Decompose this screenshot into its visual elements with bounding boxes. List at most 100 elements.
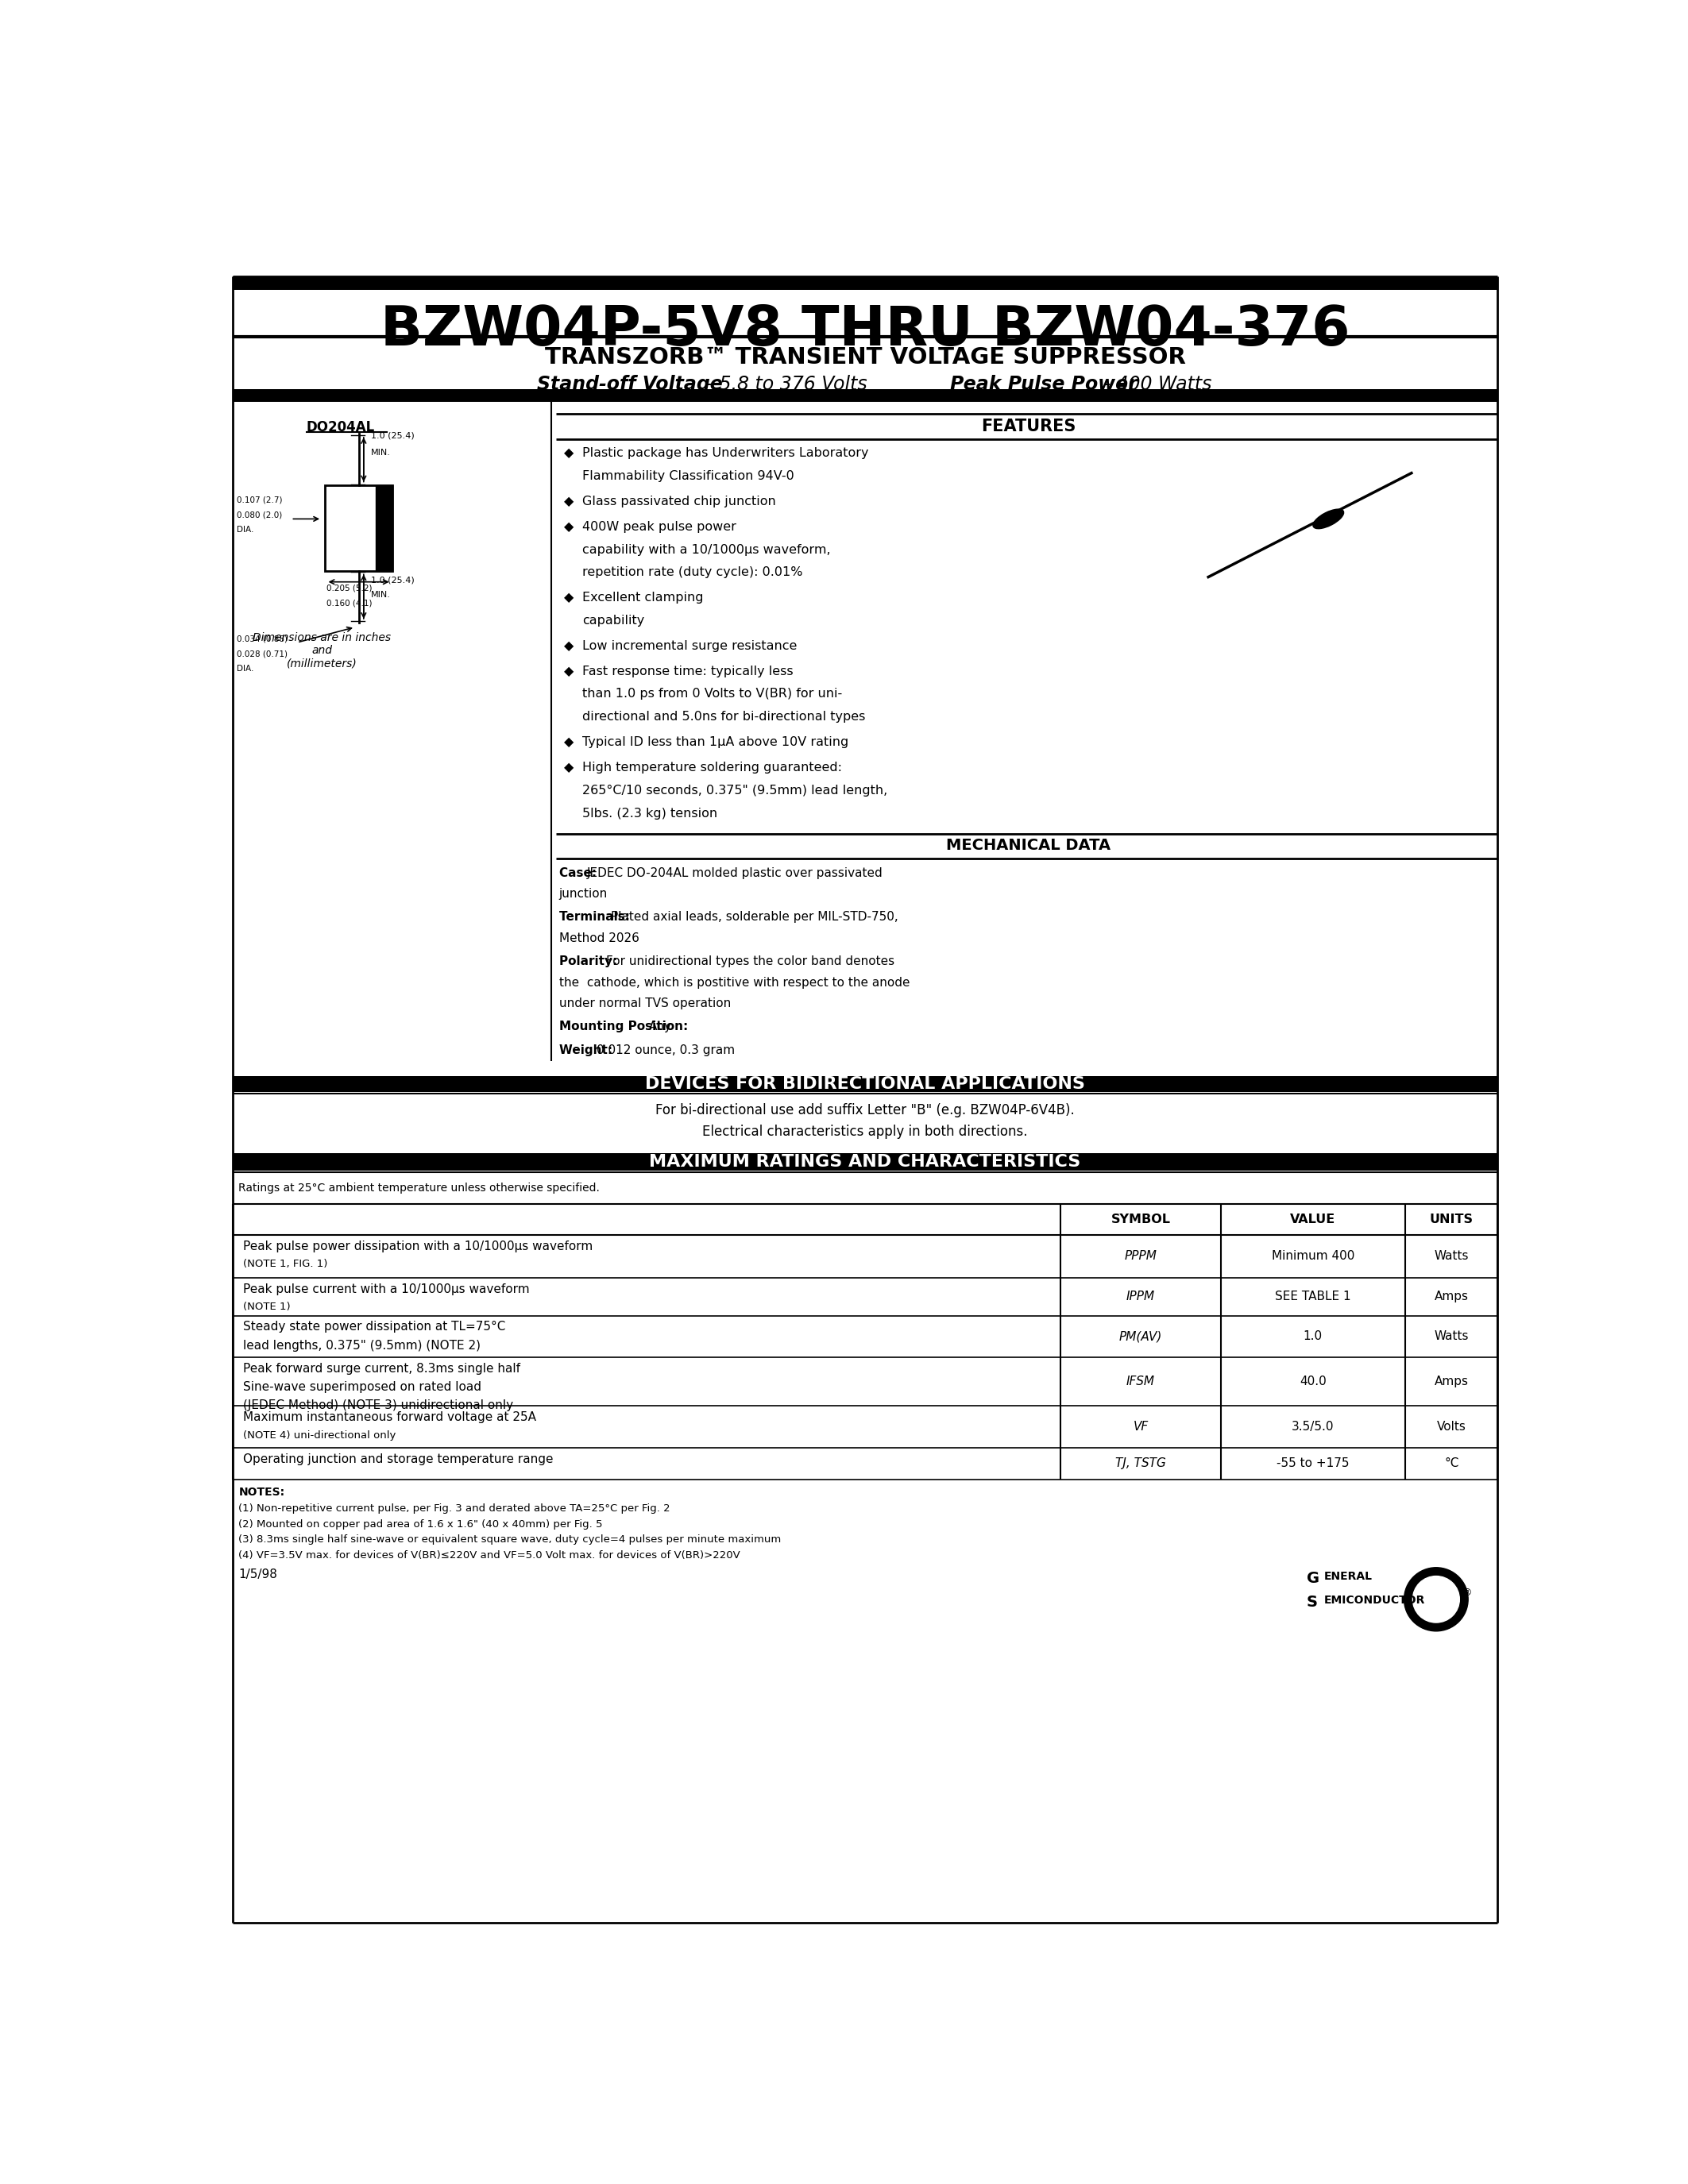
Text: capability: capability xyxy=(582,614,645,627)
Text: Plated axial leads, solderable per MIL-STD-750,: Plated axial leads, solderable per MIL-S… xyxy=(611,911,898,924)
Text: DO204AL: DO204AL xyxy=(307,419,375,435)
Text: Any: Any xyxy=(648,1020,672,1033)
Text: the  cathode, which is postitive with respect to the anode: the cathode, which is postitive with res… xyxy=(559,976,910,989)
Text: ◆: ◆ xyxy=(564,592,574,603)
Text: MAXIMUM RATINGS AND CHARACTERISTICS: MAXIMUM RATINGS AND CHARACTERISTICS xyxy=(650,1153,1080,1171)
Text: 40.0: 40.0 xyxy=(1300,1376,1327,1387)
Text: - 5.8 to 376 Volts: - 5.8 to 376 Volts xyxy=(701,376,868,395)
Text: Peak pulse power dissipation with a 10/1000μs waveform: Peak pulse power dissipation with a 10/1… xyxy=(243,1241,592,1251)
Text: capability with a 10/1000μs waveform,: capability with a 10/1000μs waveform, xyxy=(582,544,830,555)
Text: EMICONDUCTOR: EMICONDUCTOR xyxy=(1323,1594,1425,1605)
Text: MIN.: MIN. xyxy=(371,448,392,456)
Text: Flammability Classification 94V-0: Flammability Classification 94V-0 xyxy=(582,470,793,483)
Text: Excellent clamping: Excellent clamping xyxy=(582,592,704,603)
Bar xyxy=(233,389,1497,402)
Bar xyxy=(233,1153,1497,1171)
Text: 1.0: 1.0 xyxy=(1303,1330,1323,1343)
Text: (NOTE 1): (NOTE 1) xyxy=(243,1302,290,1313)
Text: ◆: ◆ xyxy=(564,736,574,749)
Text: (2) Mounted on copper pad area of 1.6 x 1.6" (40 x 40mm) per Fig. 5: (2) Mounted on copper pad area of 1.6 x … xyxy=(238,1518,603,1529)
Bar xyxy=(1455,1579,1465,1592)
Text: VF: VF xyxy=(1133,1422,1148,1433)
Text: ◆: ◆ xyxy=(564,762,574,773)
Ellipse shape xyxy=(1313,509,1344,529)
Text: 400W peak pulse power: 400W peak pulse power xyxy=(582,520,736,533)
Bar xyxy=(1406,1607,1416,1618)
Text: Amps: Amps xyxy=(1435,1376,1469,1387)
Text: Volts: Volts xyxy=(1436,1422,1467,1433)
Text: ◆: ◆ xyxy=(564,448,574,459)
Text: 1.0 (25.4): 1.0 (25.4) xyxy=(371,432,415,439)
Text: Case:: Case: xyxy=(559,867,601,878)
Text: 5lbs. (2.3 kg) tension: 5lbs. (2.3 kg) tension xyxy=(582,808,717,819)
Text: Minimum 400: Minimum 400 xyxy=(1271,1249,1354,1262)
Text: G: G xyxy=(1307,1570,1320,1586)
Text: Maximum instantaneous forward voltage at 25A: Maximum instantaneous forward voltage at… xyxy=(243,1411,537,1424)
Text: SYMBOL: SYMBOL xyxy=(1111,1214,1170,1225)
Text: °C: °C xyxy=(1445,1457,1458,1470)
Text: 0.205 (5.2): 0.205 (5.2) xyxy=(326,585,371,592)
Bar xyxy=(1445,1570,1457,1579)
Text: - 400 Watts: - 400 Watts xyxy=(1097,376,1212,395)
Text: (4) VF=3.5V max. for devices of V(BR)≤220V and VF=5.0 Volt max. for devices of V: (4) VF=3.5V max. for devices of V(BR)≤22… xyxy=(238,1551,741,1559)
Text: PPPM: PPPM xyxy=(1124,1249,1156,1262)
Text: (3) 8.3ms single half sine-wave or equivalent square wave, duty cycle=4 pulses p: (3) 8.3ms single half sine-wave or equiv… xyxy=(238,1535,782,1544)
Text: 1.0 (25.4): 1.0 (25.4) xyxy=(371,577,415,583)
Circle shape xyxy=(1413,1577,1460,1623)
Text: ®: ® xyxy=(1462,1588,1472,1599)
Text: Weight:: Weight: xyxy=(559,1044,616,1057)
Text: ENERAL: ENERAL xyxy=(1323,1570,1372,1581)
Text: Peak Pulse Power: Peak Pulse Power xyxy=(950,376,1138,395)
Text: High temperature soldering guaranteed:: High temperature soldering guaranteed: xyxy=(582,762,842,773)
Text: Terminals:: Terminals: xyxy=(559,911,633,924)
Bar xyxy=(1455,1607,1465,1618)
Text: (NOTE 1, FIG. 1): (NOTE 1, FIG. 1) xyxy=(243,1258,327,1269)
Text: UNITS: UNITS xyxy=(1430,1214,1474,1225)
Text: Amps: Amps xyxy=(1435,1291,1469,1302)
Text: directional and 5.0ns for bi-directional types: directional and 5.0ns for bi-directional… xyxy=(582,712,866,723)
Text: TRANSZORB™ TRANSIENT VOLTAGE SUPPRESSOR: TRANSZORB™ TRANSIENT VOLTAGE SUPPRESSOR xyxy=(545,347,1185,369)
Text: For bi-directional use add suffix Letter "B" (e.g. BZW04P-6V4B).: For bi-directional use add suffix Letter… xyxy=(655,1103,1075,1118)
Text: MIN.: MIN. xyxy=(371,592,392,598)
Text: Polarity:: Polarity: xyxy=(559,954,621,968)
Text: 0.160 (4.1): 0.160 (4.1) xyxy=(326,598,371,607)
Bar xyxy=(1431,1625,1442,1629)
Text: Watts: Watts xyxy=(1435,1330,1469,1343)
Text: 0.028 (0.71): 0.028 (0.71) xyxy=(236,651,287,657)
Text: ◆: ◆ xyxy=(564,496,574,507)
Text: Steady state power dissipation at TL=75°C: Steady state power dissipation at TL=75°… xyxy=(243,1321,505,1332)
Text: JEDEC DO-204AL molded plastic over passivated: JEDEC DO-204AL molded plastic over passi… xyxy=(587,867,883,878)
Text: junction: junction xyxy=(559,889,608,900)
Text: 265°C/10 seconds, 0.375" (9.5mm) lead length,: 265°C/10 seconds, 0.375" (9.5mm) lead le… xyxy=(582,784,888,797)
Text: Sine-wave superimposed on rated load: Sine-wave superimposed on rated load xyxy=(243,1380,481,1393)
Text: Dimensions are in inches
and
(millimeters): Dimensions are in inches and (millimeter… xyxy=(253,631,392,668)
Text: 0.080 (2.0): 0.080 (2.0) xyxy=(236,511,282,520)
Text: Method 2026: Method 2026 xyxy=(559,933,640,943)
Bar xyxy=(1416,1618,1428,1629)
Text: Peak forward surge current, 8.3ms single half: Peak forward surge current, 8.3ms single… xyxy=(243,1363,520,1374)
Text: (JEDEC Method) (NOTE 3) unidirectional only: (JEDEC Method) (NOTE 3) unidirectional o… xyxy=(243,1400,513,1411)
Bar xyxy=(1462,1594,1467,1605)
Text: Operating junction and storage temperature range: Operating junction and storage temperatu… xyxy=(243,1452,554,1465)
Text: SEE TABLE 1: SEE TABLE 1 xyxy=(1274,1291,1350,1302)
Text: DIA.: DIA. xyxy=(236,526,253,533)
Text: Plastic package has Underwriters Laboratory: Plastic package has Underwriters Laborat… xyxy=(582,448,869,459)
Text: -55 to +175: -55 to +175 xyxy=(1276,1457,1349,1470)
Text: 0.034 (0.88): 0.034 (0.88) xyxy=(236,636,287,642)
Circle shape xyxy=(1415,1577,1458,1621)
Text: Typical ID less than 1μA above 10V rating: Typical ID less than 1μA above 10V ratin… xyxy=(582,736,849,749)
Text: 3.5/5.0: 3.5/5.0 xyxy=(1291,1422,1334,1433)
Text: MECHANICAL DATA: MECHANICAL DATA xyxy=(945,836,1111,852)
Text: TJ, TSTG: TJ, TSTG xyxy=(1116,1457,1166,1470)
Text: Peak pulse current with a 10/1000μs waveform: Peak pulse current with a 10/1000μs wave… xyxy=(243,1284,530,1295)
Bar xyxy=(1404,1594,1411,1605)
Text: 0.012 ounce, 0.3 gram: 0.012 ounce, 0.3 gram xyxy=(598,1044,734,1057)
Text: Ratings at 25°C ambient temperature unless otherwise specified.: Ratings at 25°C ambient temperature unle… xyxy=(238,1184,599,1195)
Text: Fast response time: typically less: Fast response time: typically less xyxy=(582,666,793,677)
Text: under normal TVS operation: under normal TVS operation xyxy=(559,998,731,1009)
Bar xyxy=(324,485,393,570)
Text: PM(AV): PM(AV) xyxy=(1119,1330,1161,1343)
Text: Mounting Position:: Mounting Position: xyxy=(559,1020,692,1033)
Text: (1) Non-repetitive current pulse, per Fig. 3 and derated above TA=25°C per Fig. : (1) Non-repetitive current pulse, per Fi… xyxy=(238,1503,670,1514)
Text: 0.107 (2.7): 0.107 (2.7) xyxy=(236,496,282,505)
